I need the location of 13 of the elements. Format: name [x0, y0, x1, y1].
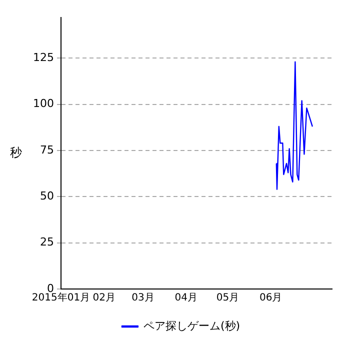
x-tick-label: 03月	[132, 292, 154, 304]
y-tick-label: 25	[40, 236, 54, 249]
x-tick-label: 04月	[174, 292, 198, 304]
x-tick-label: 05月	[216, 292, 240, 304]
y-tick-label: 50	[40, 190, 54, 203]
y-tick-label: 125	[32, 51, 54, 64]
legend-label: ペア探しゲーム(秒)	[143, 319, 240, 332]
y-tick-label: 75	[40, 143, 54, 156]
y-tick-label: 100	[32, 97, 54, 110]
x-tick-label: 2015年01月	[32, 292, 90, 304]
y-axis-title: 秒	[10, 145, 22, 160]
x-tick-label: 06月	[259, 292, 282, 304]
x-tick-label: 02月	[92, 292, 116, 304]
